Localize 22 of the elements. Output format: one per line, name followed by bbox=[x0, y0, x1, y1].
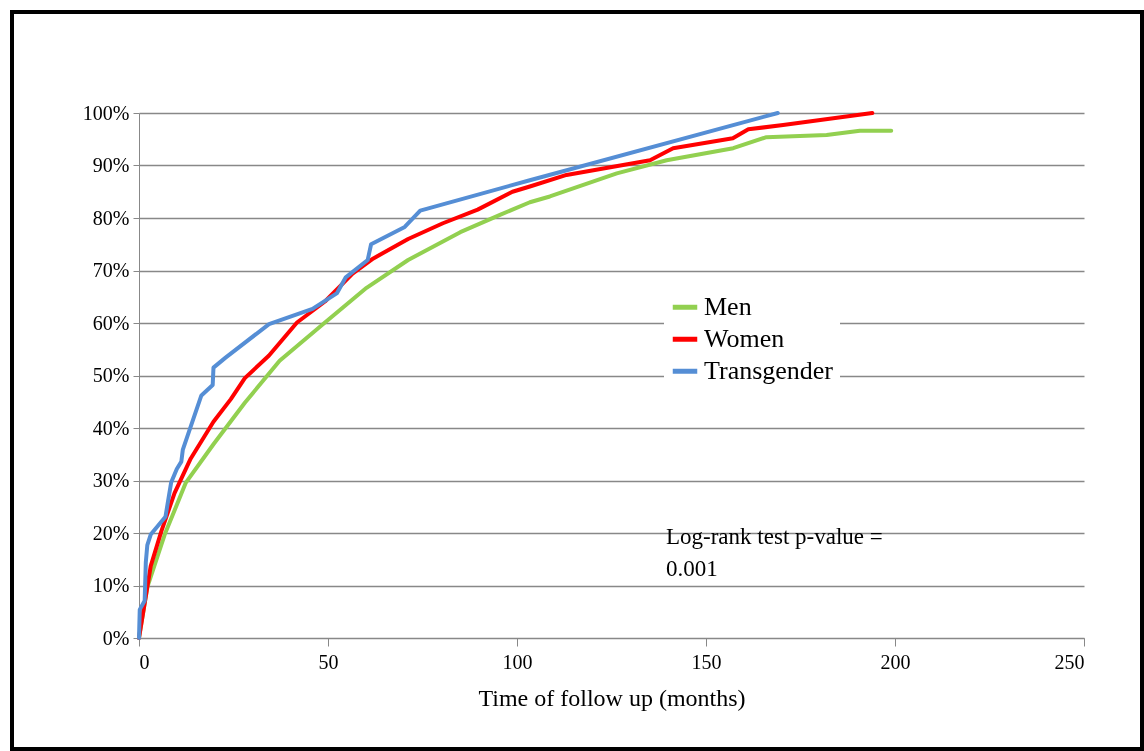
y-tick-label: 90% bbox=[92, 154, 130, 176]
x-tick-label: 250 bbox=[1054, 650, 1085, 673]
y-tick-label: 80% bbox=[92, 206, 130, 229]
x-tick-label: 150 bbox=[691, 650, 722, 673]
y-tick-label: 40% bbox=[92, 416, 130, 439]
y-tick-label: 20% bbox=[92, 521, 130, 544]
x-axis-title: Time of follow up (months) bbox=[478, 684, 746, 711]
y-tick-label: 10% bbox=[92, 574, 130, 596]
y-tick-label: 50% bbox=[92, 364, 130, 386]
x-tick-label: 50 bbox=[318, 650, 339, 673]
y-tick-label: 100% bbox=[82, 101, 130, 124]
y-tick-label: 0% bbox=[102, 626, 130, 649]
y-tick-label: 60% bbox=[92, 311, 130, 334]
y-tick-label: 30% bbox=[92, 469, 130, 491]
x-tick-label: 200 bbox=[880, 650, 911, 673]
legend-label: Men bbox=[704, 292, 752, 322]
y-tick-label: 70% bbox=[92, 259, 130, 281]
legend-label: Women bbox=[704, 324, 785, 354]
legend-label: Transgender bbox=[704, 356, 834, 386]
x-tick-label: 100 bbox=[502, 650, 533, 673]
x-tick-label: 0 bbox=[139, 650, 150, 673]
annotation: Log-rank test p-value = 0.001 bbox=[666, 524, 883, 581]
